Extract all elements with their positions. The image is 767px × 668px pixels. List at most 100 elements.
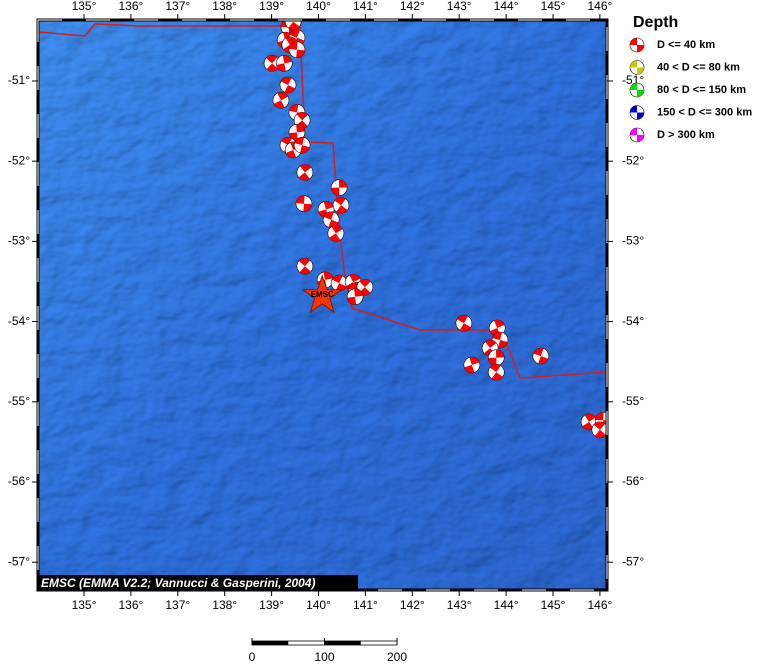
beachball-quadrant	[282, 55, 293, 64]
beachball-quadrant	[323, 201, 334, 210]
legend-label: 40 < D <= 80 km	[657, 61, 740, 73]
lat-label: -52°	[622, 153, 644, 167]
lat-label: -54°	[8, 314, 30, 328]
focal-mechanism	[332, 197, 350, 214]
beachball-quadrant	[277, 92, 289, 101]
lon-label: 136°	[118, 0, 143, 13]
beachball-quadrant	[582, 421, 594, 430]
beachball-quadrant	[299, 266, 311, 275]
lon-label: 145°	[541, 598, 566, 612]
credit: EMSC (EMMA V2.2; Vannucci & Gasperini, 2…	[41, 576, 316, 590]
focal-mechanism	[295, 195, 313, 213]
focal-mechanism	[322, 211, 340, 229]
beachball-quadrant	[498, 340, 508, 349]
beachball-quadrant	[495, 349, 505, 358]
beachball-quadrant	[594, 429, 607, 438]
beachball-quadrant	[637, 90, 644, 97]
beachball-quadrant	[285, 149, 297, 158]
beachball-quadrant	[595, 412, 604, 421]
lat-label: -55°	[8, 394, 30, 408]
focal-mechanism	[293, 136, 311, 154]
beachball-quadrant	[491, 372, 503, 381]
beachball-quadrant	[284, 85, 296, 93]
lon-label: 135°	[72, 0, 97, 13]
focal-mechanism	[455, 314, 473, 332]
beachball-quadrant	[335, 283, 347, 292]
lon-label: 135°	[72, 598, 97, 612]
beachball-quadrant	[489, 364, 501, 373]
beachball-quadrant	[630, 128, 637, 135]
beachball-quadrant	[323, 271, 333, 280]
map-area: EMSC	[38, 20, 607, 590]
lat-label: -51°	[8, 73, 30, 87]
lon-label: 141°	[353, 0, 378, 13]
scale-bar: 0 100 200	[249, 638, 407, 664]
beachball-quadrant	[464, 364, 475, 373]
beachball-quadrant	[338, 179, 348, 188]
scale-segment	[324, 641, 361, 645]
beachball-quadrant	[285, 36, 297, 45]
lon-label: 137°	[165, 0, 190, 13]
lon-label: 144°	[494, 0, 519, 13]
beachball-quadrant	[456, 315, 468, 324]
beachball-quadrant	[630, 60, 637, 68]
beachball-quadrant	[334, 197, 346, 206]
beachball-quadrant	[593, 421, 606, 430]
focal-mechanism	[327, 225, 345, 242]
focal-mechanism	[463, 356, 481, 374]
beachball-quadrant	[288, 132, 298, 141]
focal-mechanism	[296, 164, 314, 181]
lat-label: -57°	[622, 554, 644, 568]
lon-label: 143°	[447, 598, 472, 612]
beachball-quadrant	[354, 288, 364, 297]
beachball-quadrant	[296, 49, 305, 58]
scale-label: 0	[249, 650, 256, 663]
beachball-quadrant	[280, 77, 292, 86]
epicenter-label: EMSC	[311, 290, 334, 299]
lon-label: 146°	[587, 0, 612, 13]
focal-mechanism	[629, 37, 645, 53]
lat-label: -53°	[622, 234, 644, 248]
focal-mechanism	[296, 257, 314, 275]
beachball-quadrant	[289, 29, 300, 38]
focal-mechanism	[279, 76, 297, 94]
lon-label: 141°	[353, 598, 378, 612]
focal-mechanism	[330, 179, 348, 196]
beachball-quadrant	[288, 21, 300, 30]
lon-label: 140°	[306, 0, 331, 13]
beachball-quadrant	[637, 45, 644, 52]
beachball-quadrant	[359, 279, 371, 288]
legend-label: D <= 40 km	[657, 39, 715, 51]
beachball-quadrant	[288, 41, 298, 50]
lat-label: -52°	[8, 153, 30, 167]
lat-label: -53°	[8, 234, 30, 248]
graticule-labels: 135° 135° 136° 136° 137° 137° 138° 138° 139° 139°…	[8, 0, 645, 612]
beachball-quadrant	[637, 135, 644, 142]
focal-mechanism	[487, 363, 505, 381]
scale-label: 200	[387, 650, 407, 663]
lon-label: 139°	[259, 0, 284, 13]
beachball-quadrant	[323, 211, 334, 220]
focal-mechanism	[591, 421, 607, 439]
lat-label: -57°	[8, 554, 30, 568]
lon-label: 144°	[494, 598, 519, 612]
legend-label: 80 < D <= 150 km	[657, 84, 746, 96]
focal-mechanism	[629, 127, 645, 143]
beachball-quadrant	[273, 100, 285, 109]
lat-label: -54°	[622, 314, 644, 328]
beachball-quadrant	[469, 356, 480, 365]
beachball-quadrant	[488, 357, 497, 366]
beachball-quadrant	[637, 112, 644, 120]
lon-label: 142°	[400, 0, 425, 13]
bathymetry	[38, 20, 607, 590]
beachball-quadrant	[630, 38, 637, 45]
lon-label: 140°	[306, 598, 331, 612]
focal-mechanism	[487, 349, 505, 366]
beachball-quadrant	[298, 258, 311, 267]
beachball-quadrant	[296, 112, 308, 121]
beachball-quadrant	[630, 83, 637, 90]
beachball-quadrant	[584, 413, 596, 422]
focal-mechanism	[284, 20, 302, 30]
epicenter-star	[301, 274, 343, 314]
